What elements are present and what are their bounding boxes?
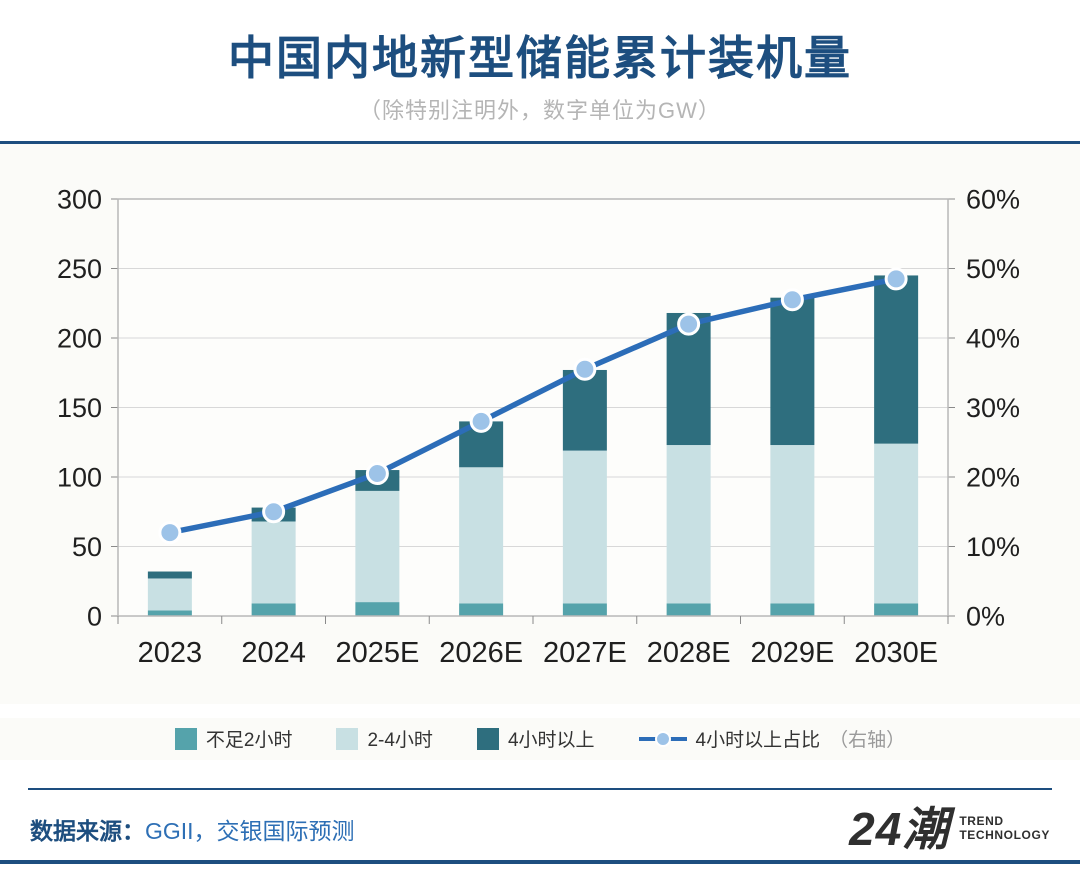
axis-label: 100 [57, 462, 102, 492]
bar-segment [251, 603, 296, 616]
bar-segment [770, 444, 815, 604]
axis-label: 10% [966, 532, 1020, 562]
legend-item-3: 4小时以上 [476, 725, 595, 752]
bar-segment [666, 444, 711, 604]
bar-segment [562, 603, 607, 616]
legend-label-suffix: （右轴） [829, 730, 906, 752]
bar-segment [355, 490, 400, 602]
logo-24chao: 24潮 [849, 802, 950, 855]
axis-label: 2029E [750, 637, 834, 669]
legend-item-1: 不足2小时 [174, 725, 293, 752]
header: 中国内地新型储能累计装机量 （除特别注明外，数字单位为GW） [0, 0, 1080, 125]
bar-segment [770, 297, 815, 445]
axis-label: 2023 [138, 637, 203, 669]
bar-segment [562, 369, 607, 451]
line-marker [262, 500, 286, 524]
legend-label: 4小时以上 [507, 730, 595, 752]
data-source: 数据来源：GGII，交银国际预测 [30, 812, 355, 846]
legend-label: 不足2小时 [205, 730, 293, 752]
axis-label: 2025E [335, 637, 419, 669]
axis-label: 300 [57, 184, 102, 214]
legend-item-2: 2-4小时 [336, 725, 433, 752]
axis-label: 150 [57, 393, 102, 423]
stacked-bars [147, 275, 919, 616]
axis-label: 250 [57, 254, 102, 284]
line-marker [780, 288, 804, 312]
axis-label: 2026E [439, 637, 523, 669]
axis-label: 50 [72, 532, 102, 562]
axis-label: 30% [966, 393, 1020, 423]
legend-label: 2-4小时 [367, 730, 433, 752]
bar-segment [459, 603, 504, 616]
line-marker [469, 409, 493, 433]
bar-segment [147, 610, 192, 616]
legend: 不足2小时 2-4小时 4小时以上 4小时以上占比 （右轴） [0, 717, 1080, 760]
source-label: 数据来源： [30, 817, 145, 844]
line-marker [677, 312, 701, 336]
logo-trend-technology: TREND TECHNOLOGY [959, 814, 1050, 842]
bar-segment [251, 521, 296, 604]
bar-segment [147, 571, 192, 579]
page-subtitle: （除特别注明外，数字单位为GW） [359, 97, 721, 123]
page-title: 中国内地新型储能累计装机量 [228, 32, 852, 84]
axis-label: 50% [966, 254, 1020, 284]
bar-segment [770, 603, 815, 616]
axis-label: 200 [57, 323, 102, 353]
axis-label: 60% [966, 184, 1020, 214]
header-divider [0, 140, 1080, 144]
bar-segment [666, 603, 711, 616]
line-marker [884, 267, 908, 291]
axis-label: 40% [966, 323, 1020, 353]
axis-label: 2030E [854, 637, 938, 669]
legend-swatch-icon [336, 727, 359, 750]
legend-swatch-icon [476, 727, 499, 750]
axis-label: 20% [966, 462, 1020, 492]
axis-label: 2027E [543, 637, 627, 669]
bar-segment [147, 578, 192, 611]
legend-swatch-icon [174, 727, 197, 750]
axis-label: 2028E [647, 637, 731, 669]
bottom-bar [0, 859, 1080, 864]
legend-line-marker-icon [638, 730, 687, 747]
line-marker [158, 520, 182, 544]
bar-segment [874, 275, 919, 444]
axis-label: 2024 [241, 637, 306, 669]
legend-label: 4小时以上占比 [695, 730, 821, 752]
chart-area: 0 50 100 150 200 250 300 0% 10% 20% 30% 40% 50% 60% 20… [0, 143, 1080, 704]
bar-segment [874, 443, 919, 604]
source-value: GGII，交银国际预测 [145, 817, 355, 844]
combo-chart: 0 50 100 150 200 250 300 0% 10% 20% 30% 40% 50% 60% 20… [57, 184, 1020, 669]
bar-segment [355, 601, 400, 616]
brand-logo: 24潮 TREND TECHNOLOGY [849, 806, 1050, 852]
legend-item-line: 4小时以上占比 （右轴） [638, 725, 906, 752]
line-marker [573, 357, 597, 381]
bar-segment [459, 467, 504, 604]
footer-divider [28, 787, 1052, 790]
bar-segment [562, 450, 607, 604]
share-line [167, 276, 899, 536]
bar-segment [874, 603, 919, 616]
footer: 数据来源：GGII，交银国际预测 24潮 TREND TECHNOLOGY [0, 790, 1080, 856]
axis-label: 0% [966, 601, 1005, 631]
line-marker [365, 461, 389, 485]
axis-label: 0 [87, 601, 102, 631]
